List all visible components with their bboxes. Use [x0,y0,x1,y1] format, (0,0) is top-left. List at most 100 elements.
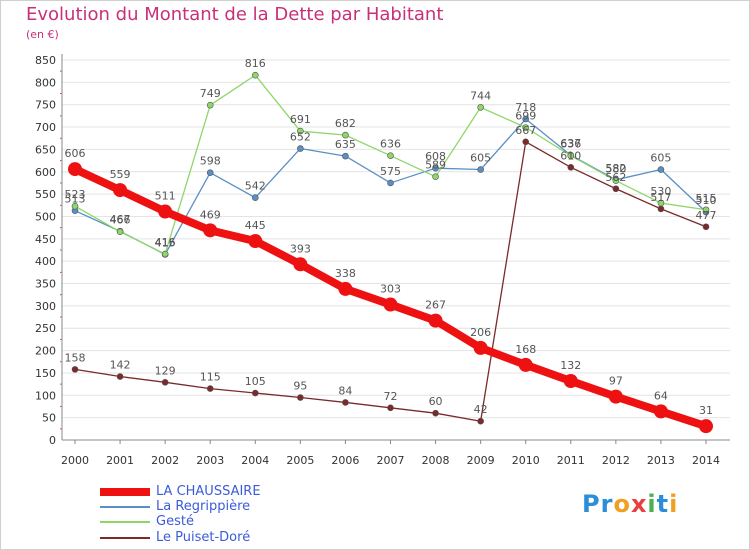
data-point [297,394,304,401]
data-label: 515 [696,192,717,205]
data-label: 608 [425,150,446,163]
data-label: 469 [200,208,221,221]
y-tick-label: 50 [42,412,56,425]
data-label: 267 [425,299,446,312]
data-point [477,417,484,425]
y-tick-label: 450 [35,233,56,246]
data-point [432,164,439,172]
data-label: 303 [380,283,401,296]
y-tick-label: 650 [35,143,56,156]
data-point [338,281,353,296]
data-label: 72 [384,390,398,403]
data-label: 168 [515,343,536,356]
data-point [522,124,530,131]
x-tick-label: 2006 [331,454,359,467]
y-tick-label: 700 [35,121,56,134]
x-tick-label: 2004 [241,454,269,467]
data-point [161,250,169,258]
data-point [342,152,349,160]
data-point [432,409,439,417]
data-label: 142 [110,359,131,372]
data-label: 559 [110,168,131,181]
data-label: 718 [515,101,536,114]
data-point [612,177,620,185]
data-label: 542 [245,180,266,193]
data-point [206,385,214,392]
legend-label-la-regrippiere: La Regrippière [156,499,251,514]
data-label: 60 [429,395,443,408]
data-point [567,163,575,171]
data-label: 605 [650,152,671,165]
data-label: 445 [245,219,266,232]
data-point [473,340,488,355]
data-label: 466 [110,214,131,227]
data-point [71,202,79,210]
data-label: 31 [699,404,713,417]
logo-letter: t [656,490,670,518]
data-point [432,173,439,180]
y-tick-label: 600 [35,166,56,179]
data-label: 97 [609,375,623,388]
data-label: 610 [560,149,581,162]
data-label: 64 [654,389,668,402]
data-point [68,162,82,177]
legend-item-geste: Gesté [100,514,400,530]
data-point [657,199,665,207]
data-point [522,138,530,146]
x-tick-label: 2005 [286,454,314,467]
data-label: 467 [110,213,131,226]
data-point [428,313,443,328]
data-label-layer: 158 142 129 115 105 95 84 72 60 42 667 610 562 517 477… [65,57,717,417]
data-label: 95 [293,380,307,393]
data-point [297,127,304,135]
chart-title: Evolution du Montant de la Dette par Hab… [26,4,444,25]
data-label: 667 [515,124,536,137]
x-tick-label: 2008 [422,454,450,467]
x-tick-label: 2003 [196,454,224,467]
data-point [251,194,259,201]
data-point [206,101,214,109]
y-tick-label: 400 [35,255,56,268]
chart-subtitle: (en €) [26,28,59,41]
data-label: 158 [65,351,86,364]
x-tick-label: 2013 [647,454,675,467]
data-point [387,179,394,187]
data-point [293,257,308,272]
y-tick-label: 150 [35,367,56,380]
y-tick-label: 850 [35,54,56,67]
data-point [657,166,665,173]
x-tick-label: 2012 [602,454,630,467]
data-label: 416 [155,236,176,249]
data-label: 477 [696,209,717,222]
logo-letter: o [613,490,631,518]
data-point [612,185,620,193]
y-tick-label: 550 [35,188,56,201]
data-point [251,389,259,397]
data-point [71,366,79,373]
data-point [116,228,124,235]
x-tick-label: 2009 [467,454,495,467]
data-label: 744 [470,89,491,102]
data-point [383,297,398,312]
data-point [203,223,218,238]
legend-item-la-regrippiere: La Regrippière [100,499,400,515]
data-point [206,169,214,176]
data-point [522,115,530,123]
data-point [699,419,713,434]
data-point [387,152,394,159]
legend-label-la-chaussaire: LA CHAUSSAIRE [156,484,261,499]
logo-letter: x [630,490,648,518]
logo-letter: P [582,490,601,518]
data-point [563,373,578,388]
data-point [702,206,710,214]
data-point [653,404,668,419]
data-label: 84 [338,384,352,397]
data-point [251,71,259,79]
grid-layer [62,59,730,441]
axis-layer: 0 50 100 150 200 250 300 350 400 450 500 550 600 650 7… [35,54,730,467]
legend-swatch-la-regrippiere [100,506,150,508]
data-label: 132 [560,359,581,372]
data-label: 511 [155,190,176,203]
data-label: 115 [200,371,221,384]
